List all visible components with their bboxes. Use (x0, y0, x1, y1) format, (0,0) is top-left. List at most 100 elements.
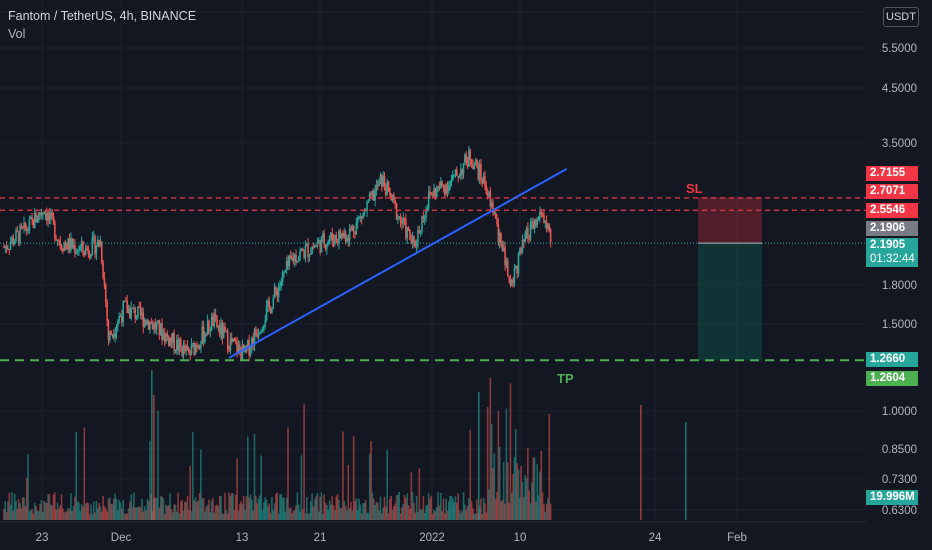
volume-bar (297, 504, 300, 520)
candle-body (323, 233, 325, 245)
volume-bar (366, 512, 368, 520)
volume-bar (393, 506, 395, 520)
candle-body (441, 181, 443, 186)
volume-bar (497, 410, 500, 520)
volume-bar (96, 508, 99, 520)
volume-bar (117, 510, 119, 520)
candle-body (78, 250, 80, 252)
candle-body (158, 319, 161, 335)
volume-bar (151, 511, 154, 520)
candle-body (406, 227, 409, 239)
volume-bar (70, 493, 72, 520)
candle-body (126, 301, 128, 314)
candle-body (60, 245, 63, 249)
candle-body (418, 229, 421, 232)
volume-bar (510, 492, 513, 520)
candle-body (322, 233, 324, 237)
volume-bar (465, 510, 468, 520)
volume-bar (331, 496, 334, 520)
volume-bar (5, 512, 8, 520)
time-tick: 23 (36, 532, 49, 544)
candle-body (166, 333, 169, 337)
candle-body (173, 332, 175, 351)
candle-body (500, 233, 502, 244)
volume-bar (263, 502, 265, 520)
volume-bar (405, 497, 407, 520)
candle-body (40, 214, 43, 216)
time-tick: Feb (727, 532, 747, 544)
volume-bar (129, 501, 131, 520)
volume-bar (532, 457, 535, 520)
candle-body (385, 188, 387, 196)
volume-bar (374, 504, 376, 520)
volume-bar (275, 493, 277, 520)
volume-bar (141, 498, 143, 520)
volume-bar (352, 435, 355, 520)
candle-body (25, 229, 28, 232)
volume-bar (425, 505, 427, 520)
candle-body (29, 217, 32, 220)
volume-bar (177, 492, 179, 520)
candle-body (163, 332, 166, 342)
volume-bar (539, 471, 541, 520)
candle-body (220, 323, 222, 335)
candle-body (532, 221, 535, 230)
candle-body (462, 163, 465, 175)
volume-bar (218, 495, 221, 520)
volume-bar (280, 493, 283, 520)
volume-bar (92, 501, 95, 520)
candle-body (334, 235, 336, 245)
candle-body (175, 339, 178, 351)
volume-bar (19, 503, 21, 520)
volume-bar (165, 504, 167, 520)
candle-body (410, 239, 413, 244)
candle-body (252, 337, 254, 346)
volume-bar (435, 506, 438, 520)
candle-body (296, 261, 299, 263)
volume-bar (248, 497, 250, 520)
candlestick-series (3, 145, 552, 362)
volume-bar (398, 492, 401, 520)
volume-indicator-label[interactable]: Vol (8, 27, 26, 41)
volume-bar (371, 492, 374, 520)
volume-bar (541, 492, 544, 520)
candle-body (480, 164, 482, 179)
volume-bar (87, 503, 90, 520)
volume-bar (509, 383, 512, 520)
volume-bar (429, 498, 431, 520)
currency-button[interactable]: USDT (883, 7, 919, 27)
price-tick: 4.5000 (882, 83, 917, 95)
candle-body (75, 251, 78, 254)
candle-body (358, 216, 360, 219)
candle-body (265, 306, 268, 321)
volume-bar (139, 507, 142, 520)
price-tag-8: 19.996M (866, 490, 918, 505)
volume-bar (295, 505, 297, 520)
volume-bar (462, 492, 465, 520)
candle-body (76, 251, 79, 253)
candle-body (351, 226, 354, 231)
candle-body (21, 226, 24, 228)
candle-body (80, 241, 83, 247)
volume-spike (685, 422, 687, 520)
candle-body (354, 232, 356, 235)
volume-bar (411, 492, 414, 520)
volume-bar (23, 497, 25, 520)
candle-body (332, 240, 335, 245)
volume-bar (171, 512, 174, 520)
candle-body (83, 250, 86, 256)
candle-body (110, 331, 112, 336)
volume-bar (367, 512, 370, 520)
candle-body (225, 330, 228, 332)
volume-bar (340, 508, 343, 520)
candle-body (263, 325, 265, 328)
candle-body (264, 320, 267, 326)
candle-body (527, 228, 529, 239)
volume-bar (84, 503, 87, 520)
volume-bar (64, 511, 67, 520)
candle-body (273, 287, 276, 299)
volume-bar (406, 493, 409, 520)
volume-bar (35, 506, 37, 520)
volume-spike (478, 392, 480, 520)
